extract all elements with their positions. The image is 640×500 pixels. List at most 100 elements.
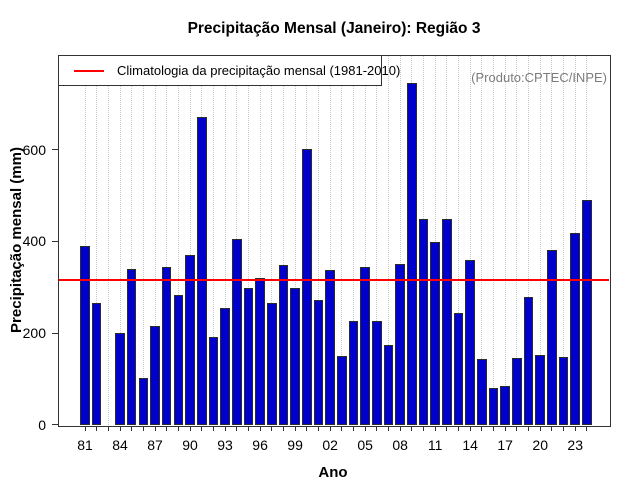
gridline-1986: [142, 56, 144, 425]
x-tick-2012: [446, 426, 448, 431]
gridline-1995: [247, 56, 249, 425]
bar-2001: [313, 299, 324, 425]
x-tick-1987: [154, 426, 156, 431]
x-tick-2020: [539, 426, 541, 431]
gridline-2003: [341, 56, 343, 425]
x-tick-1983: [107, 426, 109, 431]
bar-2004: [348, 321, 359, 425]
x-axis-label: Ano: [318, 464, 348, 481]
y-tick-0: [52, 424, 58, 426]
y-tick-label-400: 400: [22, 233, 46, 250]
gridline-2014: [469, 56, 471, 425]
x-tick-2022: [563, 426, 565, 431]
x-tick-label-1990: 90: [182, 437, 198, 453]
bar-2009: [407, 83, 417, 425]
bar-1986: [138, 378, 149, 425]
x-tick-2009: [411, 426, 413, 431]
x-tick-2014: [469, 426, 471, 431]
x-tick-2001: [317, 426, 319, 431]
x-tick-label-2017: 17: [497, 437, 513, 453]
x-tick-2008: [399, 426, 401, 431]
bar-1984: [115, 332, 125, 425]
x-tick-2011: [434, 426, 436, 431]
x-tick-label-2008: 08: [392, 437, 408, 453]
bar-1985: [126, 269, 137, 425]
gridline-2007: [387, 56, 389, 425]
gridline-1983: [107, 56, 109, 425]
bar-2015: [477, 359, 487, 425]
gridline-2018: [516, 56, 518, 425]
y-tick-label-600: 600: [22, 141, 46, 158]
bar-1991: [196, 116, 207, 425]
x-tick-1984: [119, 426, 121, 431]
climatology-line-swatch: [74, 69, 104, 72]
bar-2007: [383, 344, 394, 425]
x-tick-label-2023: 23: [567, 437, 583, 453]
gridline-1984: [119, 56, 121, 425]
x-tick-label-2014: 14: [462, 437, 478, 453]
bar-2000: [301, 149, 312, 425]
x-tick-1985: [131, 426, 133, 431]
bar-1996: [255, 278, 265, 425]
bar-2022: [558, 356, 569, 425]
x-tick-2017: [504, 426, 506, 431]
bar-2020: [535, 355, 545, 425]
climatology-line: [59, 279, 609, 282]
bar-2011: [430, 241, 440, 425]
y-tick-600: [52, 149, 58, 151]
gridline-2006: [376, 56, 378, 425]
x-tick-1992: [212, 426, 214, 431]
y-tick-label-200: 200: [22, 325, 46, 342]
gridline-1985: [131, 56, 133, 425]
bar-2005: [360, 266, 370, 425]
gridline-2011: [434, 56, 436, 425]
x-tick-1986: [142, 426, 144, 431]
x-tick-2019: [528, 426, 530, 431]
bar-2010: [418, 219, 429, 425]
gridline-1981: [84, 56, 86, 425]
gridline-1996: [259, 56, 261, 425]
bar-2024: [582, 199, 592, 425]
x-tick-1997: [271, 426, 273, 431]
gridline-1989: [177, 56, 179, 425]
x-tick-label-1981: 81: [77, 437, 93, 453]
bar-1982: [91, 303, 102, 425]
x-tick-2006: [376, 426, 378, 431]
x-tick-label-1999: 99: [287, 437, 303, 453]
x-tick-label-2002: 02: [322, 437, 338, 453]
gridline-2019: [528, 56, 530, 425]
x-tick-label-2011: 11: [427, 437, 443, 453]
bar-2023: [570, 233, 581, 425]
gridline-2017: [504, 56, 506, 425]
x-tick-2015: [481, 426, 483, 431]
bar-1989: [173, 294, 184, 425]
gridline-2004: [352, 56, 354, 425]
x-tick-1993: [224, 426, 226, 431]
gridline-1998: [282, 56, 284, 425]
gridline-1987: [154, 56, 156, 425]
x-tick-2005: [364, 426, 366, 431]
x-tick-1999: [294, 426, 296, 431]
x-tick-2000: [306, 426, 308, 431]
x-tick-2016: [493, 426, 495, 431]
gridline-2002: [329, 56, 331, 425]
chart-title: Precipitação Mensal (Janeiro): Região 3: [187, 20, 481, 37]
x-tick-2023: [574, 426, 576, 431]
x-tick-label-1987: 87: [147, 437, 163, 453]
bar-1993: [220, 308, 230, 425]
x-tick-label-1984: 84: [112, 437, 128, 453]
x-tick-1991: [201, 426, 203, 431]
x-tick-label-2005: 05: [357, 437, 373, 453]
bar-1988: [161, 266, 172, 425]
x-tick-1988: [166, 426, 168, 431]
bar-2018: [512, 358, 522, 425]
bar-2003: [336, 355, 347, 425]
gridline-1997: [271, 56, 273, 425]
x-tick-label-2020: 20: [532, 437, 548, 453]
x-tick-2024: [586, 426, 588, 431]
bar-1987: [150, 326, 160, 425]
gridline-2015: [481, 56, 483, 425]
gridline-2020: [539, 56, 541, 425]
x-tick-1995: [247, 426, 249, 431]
